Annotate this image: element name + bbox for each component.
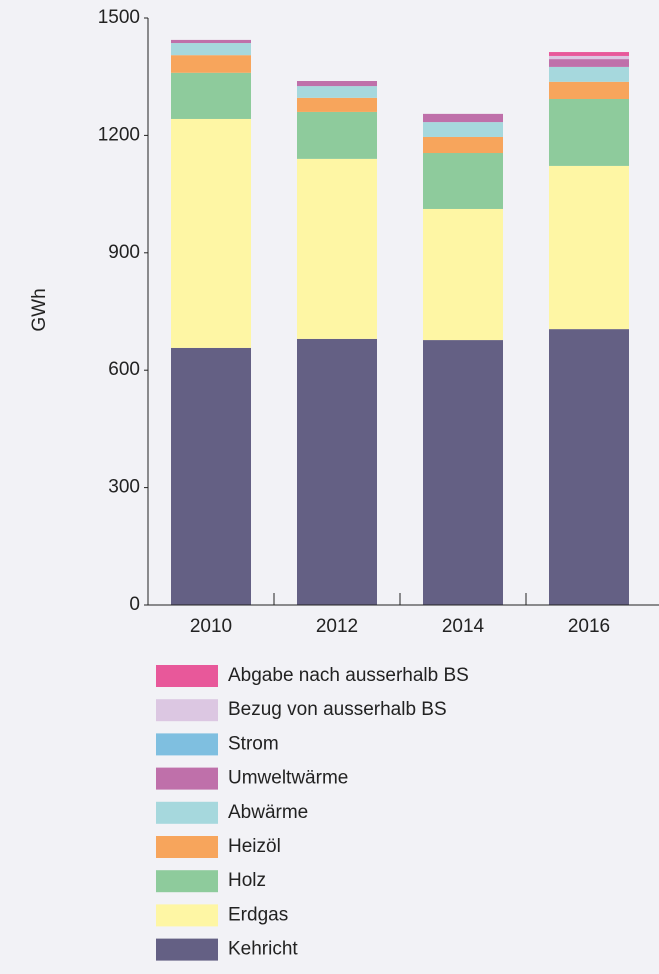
bar-segment xyxy=(171,72,251,119)
y-tick-label: 600 xyxy=(108,359,140,380)
legend-label: Bezug von ausserhalb BS xyxy=(228,699,447,720)
legend-swatch xyxy=(156,938,218,961)
bar-segment xyxy=(171,118,251,348)
y-axis-label: GWh xyxy=(29,288,50,331)
bar-segment xyxy=(297,338,377,605)
legend-swatch xyxy=(156,665,218,687)
bar-segment xyxy=(297,81,377,87)
bar-segment xyxy=(423,113,503,123)
x-tick-label: 2012 xyxy=(316,616,358,637)
legend-swatch xyxy=(156,904,218,927)
y-tick-label: 1200 xyxy=(98,124,140,145)
bar-segment xyxy=(297,111,377,159)
legend-label: Holz xyxy=(228,870,266,891)
x-tick-label: 2014 xyxy=(442,616,485,637)
y-tick-label: 0 xyxy=(129,594,140,615)
bar-segment xyxy=(549,52,629,56)
legend-label: Strom xyxy=(228,733,279,754)
legend-label: Erdgas xyxy=(228,904,288,925)
legend-label: Heizöl xyxy=(228,836,281,857)
y-tick-label: 300 xyxy=(108,477,140,498)
bar-segment xyxy=(549,66,629,82)
bar-segment xyxy=(171,347,251,605)
bar-segment xyxy=(549,99,629,166)
legend-swatch xyxy=(156,801,218,824)
bar-segment xyxy=(423,153,503,209)
legend-label: Kehricht xyxy=(228,939,298,960)
bar-segment xyxy=(549,55,629,60)
bar-segment xyxy=(297,158,377,339)
bar-segment xyxy=(297,97,377,112)
bar-segment xyxy=(423,122,503,137)
y-tick-label: 900 xyxy=(108,242,140,263)
legend-swatch xyxy=(156,699,218,722)
bar-segment xyxy=(171,55,251,73)
legend-swatch xyxy=(156,767,218,790)
x-tick-label: 2016 xyxy=(568,616,610,637)
bar-segment xyxy=(171,39,251,44)
bar-segment xyxy=(171,43,251,56)
legend-label: Abwärme xyxy=(228,802,308,823)
bar-segment xyxy=(423,136,503,154)
bar-segment xyxy=(297,86,377,98)
bar-segment xyxy=(549,329,629,605)
x-tick-label: 2010 xyxy=(190,616,232,637)
bar-segment xyxy=(549,165,629,330)
bar-segment xyxy=(549,81,629,100)
legend-label: Umweltwärme xyxy=(228,768,348,789)
bar-segment xyxy=(549,59,629,67)
bar-segment xyxy=(423,340,503,605)
bar-segment xyxy=(423,208,503,341)
legend-label: Abgabe nach ausserhalb BS xyxy=(228,665,469,686)
legend-swatch xyxy=(156,836,218,858)
legend-swatch xyxy=(156,870,218,893)
y-tick-label: 1500 xyxy=(98,7,140,28)
legend-swatch xyxy=(156,733,218,756)
